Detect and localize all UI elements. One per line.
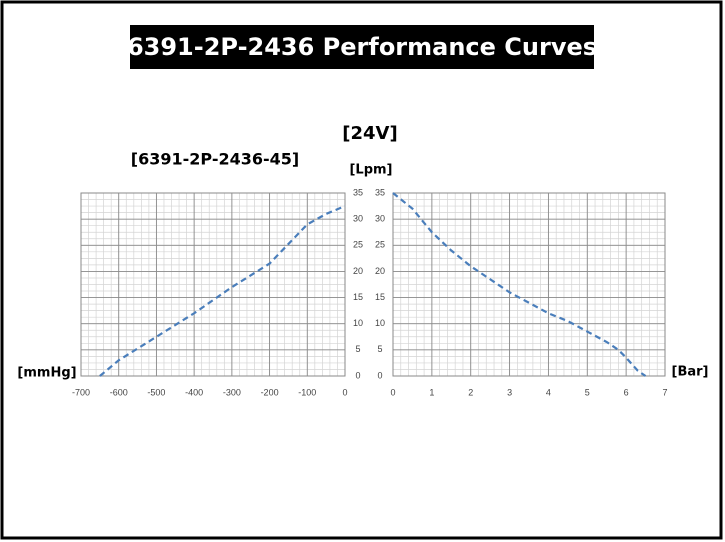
y-tick-label: 30 xyxy=(375,214,385,224)
x-tick-label: 7 xyxy=(662,387,667,397)
y-tick-label: 20 xyxy=(353,266,363,276)
page-title: 6391-2P-2436 Performance Curves xyxy=(127,33,597,61)
x-tick-label: 4 xyxy=(546,387,551,397)
y-tick-label: 10 xyxy=(353,318,363,328)
title-box xyxy=(130,25,594,69)
y-tick-label: 5 xyxy=(377,344,382,354)
y-tick-label: 15 xyxy=(353,292,363,302)
x-axis-label: [Bar] xyxy=(672,365,709,380)
x-tick-label: -500 xyxy=(147,387,165,397)
y-tick-label: 10 xyxy=(375,318,385,328)
data-line xyxy=(99,205,346,377)
y-tick-label: 0 xyxy=(377,370,382,380)
x-tick-label: -100 xyxy=(298,387,316,397)
x-axis-label: [mmHg] xyxy=(17,366,76,381)
plot-border xyxy=(392,192,666,377)
x-tick-label: 0 xyxy=(342,387,347,397)
y-tick-label: 5 xyxy=(355,344,360,354)
x-tick-label: 1 xyxy=(429,387,434,397)
plot-border xyxy=(80,192,346,377)
x-tick-label: 3 xyxy=(507,387,512,397)
y-tick-label: 30 xyxy=(353,214,363,224)
y-tick-label: 0 xyxy=(355,370,360,380)
y-tick-label: 25 xyxy=(375,240,385,250)
y-tick-label: 35 xyxy=(375,187,385,197)
y-tick-label: 20 xyxy=(375,266,385,276)
x-tick-label: 6 xyxy=(624,387,629,397)
x-tick-label: -300 xyxy=(223,387,241,397)
x-tick-label: 0 xyxy=(390,387,395,397)
chart-title: [6391-2P-2436-45] xyxy=(131,150,299,169)
y-tick-label: 25 xyxy=(353,240,363,250)
subtitle: [24V] xyxy=(342,123,397,144)
x-tick-label: 5 xyxy=(585,387,590,397)
x-tick-label: 2 xyxy=(468,387,473,397)
x-tick-label: -400 xyxy=(185,387,203,397)
data-line xyxy=(392,192,647,377)
y-tick-label: 35 xyxy=(353,187,363,197)
y-tick-label: 15 xyxy=(375,292,385,302)
x-tick-label: -200 xyxy=(261,387,279,397)
y-axis-label: [Lpm] xyxy=(349,163,392,178)
x-tick-label: -600 xyxy=(110,387,128,397)
x-tick-label: -700 xyxy=(72,387,90,397)
